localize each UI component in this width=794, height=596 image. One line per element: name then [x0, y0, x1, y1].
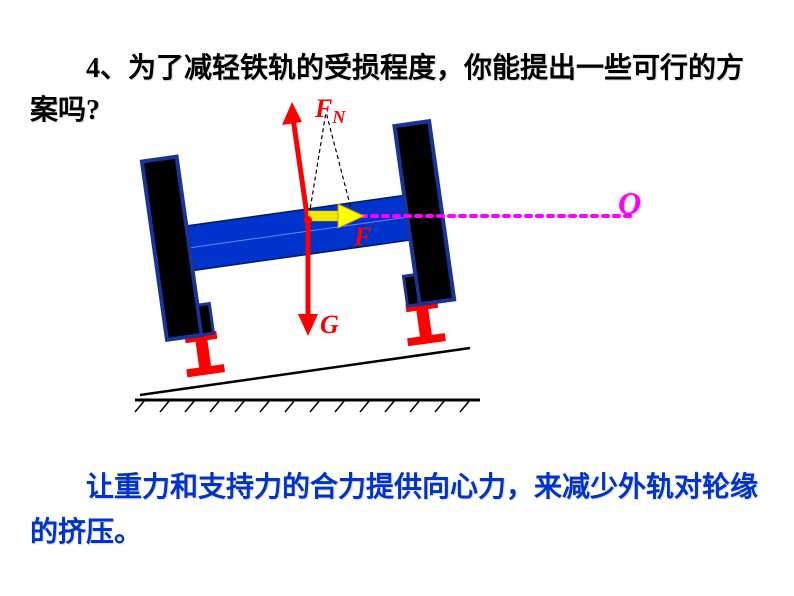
g-letter: G — [320, 310, 339, 339]
fn-letter: F — [315, 94, 332, 123]
g-label: G — [320, 310, 339, 340]
o-label: O — [618, 185, 641, 222]
answer-body: 让重力和支持力的合力提供向心力，来减少外轨对轮缘的挤压。 — [30, 472, 758, 548]
dash-line-2 — [308, 112, 326, 222]
question-prefix: 4、 — [30, 53, 128, 84]
o-letter: O — [618, 185, 641, 221]
diagram-svg — [120, 100, 680, 430]
answer-prefix — [30, 472, 86, 503]
answer-text: 让重力和支持力的合力提供向心力，来减少外轨对轮缘的挤压。 — [30, 466, 764, 556]
fn-label: FN — [315, 94, 345, 128]
f-letter: F — [354, 222, 371, 251]
fn-arrow — [282, 102, 308, 222]
origin-point — [304, 216, 312, 224]
fn-sub: N — [332, 107, 345, 127]
ground-hatching — [135, 400, 470, 412]
physics-diagram: FN F G — [120, 100, 680, 430]
f-label: F — [354, 222, 371, 252]
